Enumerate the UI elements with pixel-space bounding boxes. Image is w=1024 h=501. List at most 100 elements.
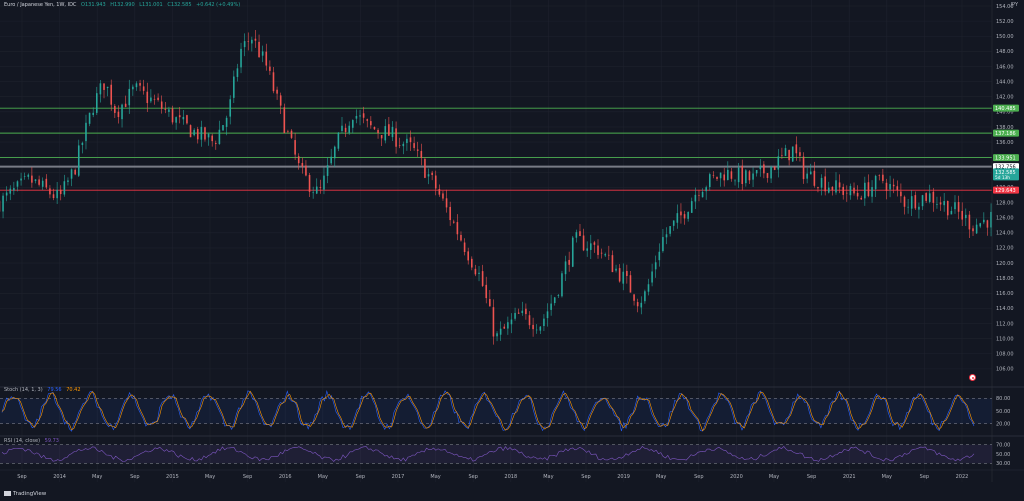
last-price-badge[interactable]: [993, 168, 1019, 181]
stoch-k-line[interactable]: [1, 389, 975, 432]
candle: [56, 189, 58, 199]
candle: [799, 152, 801, 156]
candle: [885, 182, 888, 191]
rsi-legend[interactable]: RSI (14, close) 59.73: [4, 438, 62, 444]
candle: [517, 312, 520, 314]
rsi-line[interactable]: [1, 445, 975, 462]
candle: [874, 175, 877, 190]
candle: [647, 284, 650, 292]
stoch-d-line[interactable]: [1, 390, 975, 432]
candle: [687, 212, 689, 219]
price-tick-label: 118.00: [996, 276, 1014, 282]
candle: [575, 232, 578, 238]
candle: [70, 169, 73, 179]
price-tick-label: 148.00: [996, 49, 1014, 55]
candle: [103, 83, 105, 90]
currency-label[interactable]: JPY: [1010, 2, 1018, 8]
price-tick-label: 108.00: [996, 352, 1014, 358]
stoch-legend[interactable]: Stoch (14, 1, 3) 79.56 70.42: [4, 387, 84, 393]
candle: [135, 83, 138, 88]
candle: [243, 41, 246, 48]
level-badge[interactable]: [993, 186, 1019, 194]
candle: [889, 184, 891, 190]
candle: [16, 181, 19, 187]
candle: [395, 128, 397, 147]
candle: [990, 211, 992, 228]
level-badge-label: 137.186: [995, 131, 1016, 137]
candle: [352, 120, 354, 128]
candle: [737, 167, 740, 183]
candle: [654, 262, 657, 270]
candle: [983, 219, 985, 223]
candle: [791, 146, 794, 162]
candle: [74, 169, 76, 175]
candle: [950, 211, 953, 215]
candle: [705, 187, 707, 192]
time-tick-label: Sep: [356, 474, 365, 480]
level-badge[interactable]: [993, 129, 1019, 137]
candle: [460, 234, 462, 241]
candle: [52, 194, 55, 199]
candle: [222, 125, 224, 131]
candle: [63, 181, 66, 195]
candle: [233, 76, 235, 98]
level-badge[interactable]: [993, 163, 1019, 171]
time-tick-label: 2015: [166, 474, 179, 480]
time-tick-label: Sep: [694, 474, 703, 480]
candle: [521, 310, 524, 314]
candle: [315, 186, 318, 194]
candle: [763, 164, 765, 174]
candle: [471, 258, 473, 268]
candle: [701, 191, 704, 198]
candle: [269, 66, 271, 71]
time-tick-label: Sep: [920, 474, 929, 480]
candle: [348, 125, 351, 133]
time-tick-label: Sep: [243, 474, 252, 480]
price-scale-bg: [992, 0, 1024, 501]
price-tick-label: 136.00: [996, 140, 1014, 146]
time-tick-label: Sep: [130, 474, 139, 480]
candle: [961, 210, 963, 220]
stoch-tick-label: 50.00: [996, 409, 1010, 415]
candle: [979, 223, 982, 227]
candle: [413, 143, 415, 148]
candle: [781, 155, 783, 156]
level-badge-label: 133.951: [995, 155, 1016, 161]
price-tick-label: 112.00: [996, 321, 1014, 327]
candle: [694, 194, 697, 202]
time-tick-label: May: [656, 474, 666, 480]
candle: [366, 119, 369, 121]
candle: [928, 193, 931, 202]
candle: [557, 295, 560, 296]
candle: [34, 179, 37, 181]
price-tick-label: 124.00: [996, 231, 1014, 237]
level-badge[interactable]: [993, 154, 1019, 162]
candle: [622, 271, 625, 284]
tradingview-logo[interactable]: TradingView: [4, 491, 46, 497]
candle: [593, 242, 596, 245]
candle: [326, 165, 329, 176]
level-badge[interactable]: [993, 104, 1019, 112]
candle: [784, 148, 787, 156]
price-tick-label: 144.00: [996, 79, 1014, 85]
level-badge-label: 132.756: [995, 164, 1016, 170]
price-tick-label: 126.00: [996, 215, 1014, 221]
candle: [882, 174, 884, 181]
candle: [925, 193, 927, 201]
candle: [67, 180, 69, 182]
candle: [539, 326, 542, 331]
candle: [683, 214, 686, 219]
candle: [287, 131, 289, 132]
candle: [838, 182, 841, 188]
candle: [813, 170, 816, 186]
candle: [110, 84, 113, 105]
stoch-tick-label: 20.00: [996, 421, 1010, 427]
candle: [95, 93, 98, 113]
candle: [474, 268, 477, 275]
time-tick-label: 2018: [504, 474, 517, 480]
candle: [319, 186, 322, 188]
alert-icon[interactable]: [969, 374, 976, 381]
rsi-tick-label: 50.00: [996, 452, 1010, 458]
symbol-title[interactable]: Euro / Japanese Yen, 1W, IDC: [4, 2, 77, 8]
